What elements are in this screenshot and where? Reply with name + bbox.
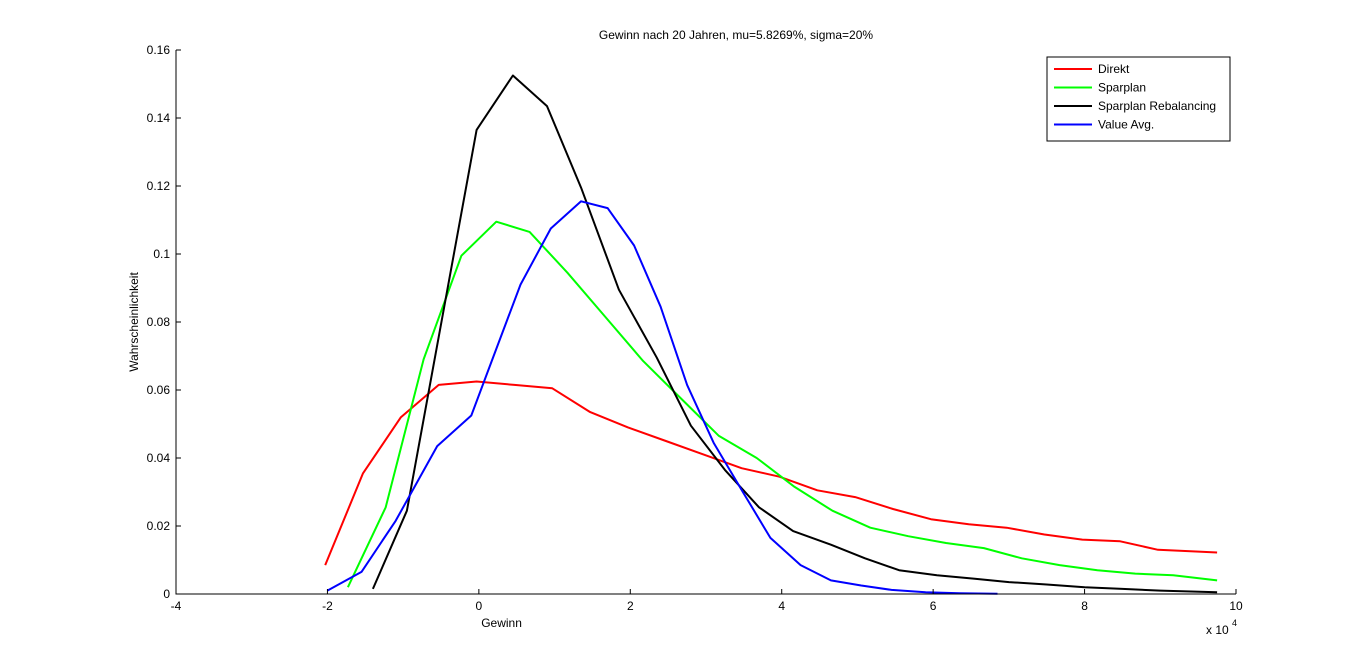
legend: Direkt Sparplan Sparplan Rebalancing Value … — [1046, 56, 1231, 142]
legend-entry-3: Sparplan Rebalancing — [1098, 99, 1216, 113]
series-line-2 — [346, 220, 1218, 588]
legend-entry-1: Direkt — [1098, 62, 1130, 76]
x-tick-label: 6 — [930, 599, 937, 613]
y-tick-label: 0.04 — [147, 451, 171, 465]
series-layer — [324, 74, 1218, 595]
y-tick-label: 0.06 — [147, 383, 171, 397]
legend-entry-4: Value Avg. — [1098, 118, 1154, 132]
y-tick-label: 0.16 — [147, 43, 171, 57]
x-axis-multiplier: x 10 4 — [1206, 618, 1237, 637]
series-line-1 — [324, 380, 1218, 566]
x-tick-label: 10 — [1229, 599, 1243, 613]
y-tick-label: 0.12 — [147, 179, 171, 193]
x-tick-label: -2 — [322, 599, 333, 613]
x-axis-multiplier-base: x 10 — [1206, 623, 1229, 637]
y-tick-label: 0 — [163, 587, 170, 601]
y-tick-label: 0.02 — [147, 519, 171, 533]
y-tick-label: 0.08 — [147, 315, 171, 329]
legend-entry-2: Sparplan — [1098, 81, 1146, 95]
y-tick-label: 0.1 — [153, 247, 170, 261]
ticks-layer: -4 -2 0 2 4 6 8 10 0 0.02 0.04 0.06 0.08 0.1 0.12 0.14 0… — [147, 43, 1243, 613]
legend-box — [1046, 56, 1231, 142]
chart-title: Gewinn nach 20 Jahren, mu=5.8269%, sigma… — [599, 28, 874, 42]
y-axis-label: Wahrscheinlichkeit — [127, 272, 141, 372]
series-line-3 — [371, 74, 1218, 594]
x-tick-label: 0 — [476, 599, 483, 613]
x-tick-label: 8 — [1081, 599, 1088, 613]
series-line-4 — [326, 200, 998, 595]
x-axis-multiplier-exponent: 4 — [1232, 618, 1237, 628]
x-axis-label: Gewinn — [481, 616, 522, 630]
x-tick-label: 2 — [627, 599, 634, 613]
y-tick-label: 0.14 — [147, 111, 171, 125]
x-tick-label: -4 — [171, 599, 182, 613]
x-tick-label: 4 — [778, 599, 785, 613]
